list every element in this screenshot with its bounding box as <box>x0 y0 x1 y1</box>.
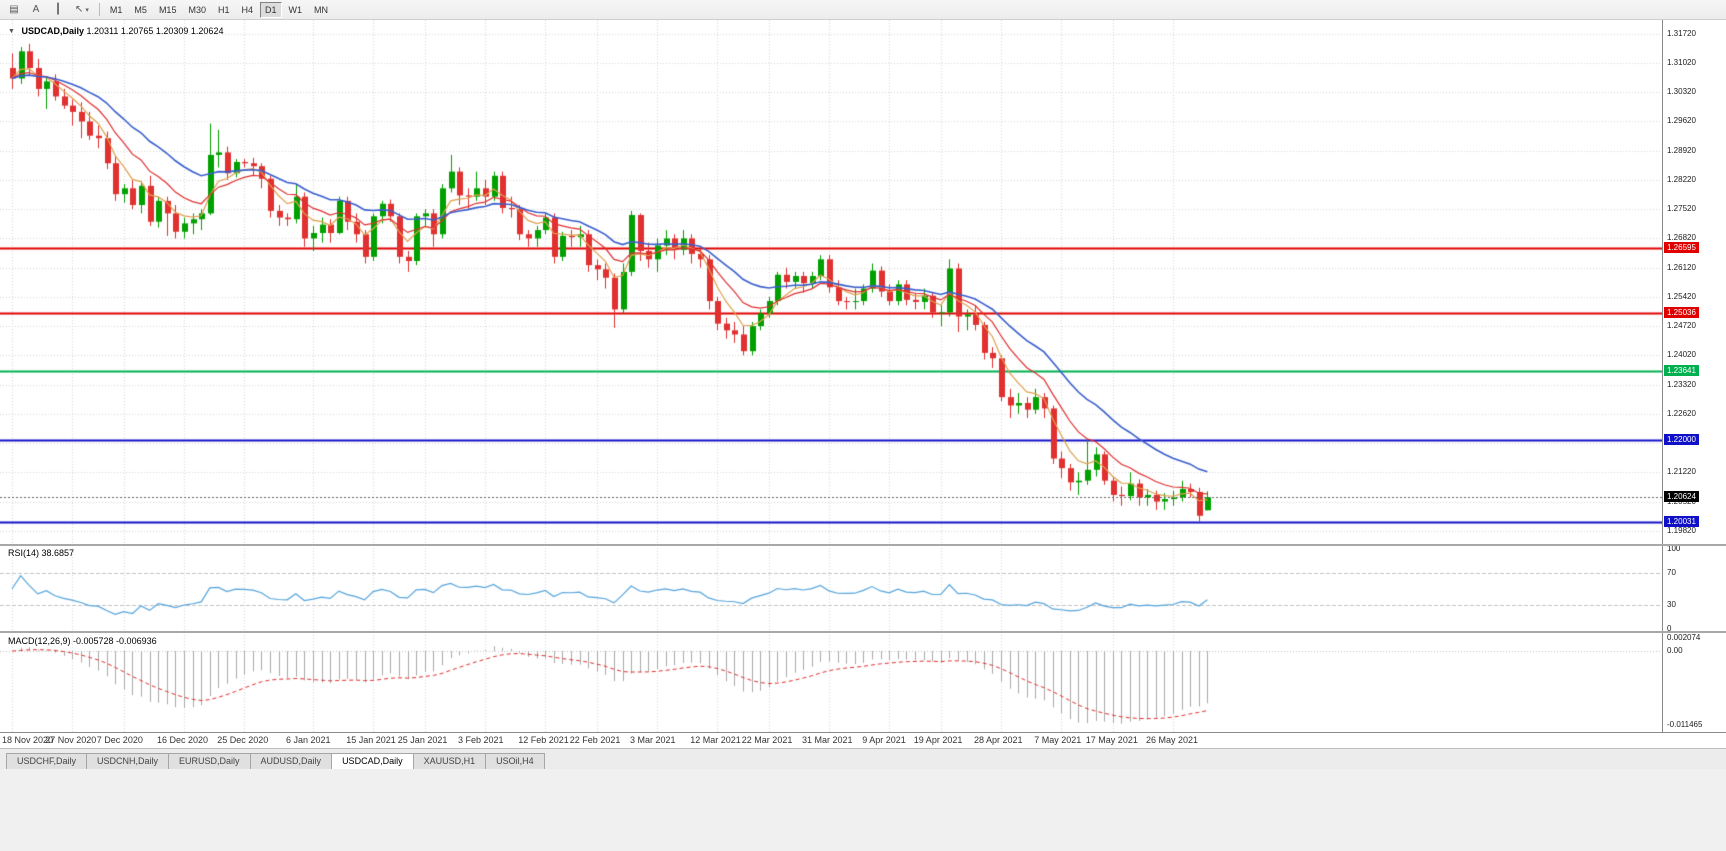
price-tick-label: 1.29620 <box>1667 116 1696 126</box>
timeframe-h1[interactable]: H1 <box>217 4 230 15</box>
tab-usdcad-daily[interactable]: USDCAD,Daily <box>331 753 414 769</box>
tab-audusd-daily[interactable]: AUDUSD,Daily <box>249 753 333 769</box>
price-tick-label: 1.25420 <box>1667 291 1696 301</box>
price-tick-label: 1.26820 <box>1667 233 1696 243</box>
vertical-line-tool-icon[interactable]: ┃ <box>54 4 62 15</box>
tab-xauusd-h1[interactable]: XAUUSD,H1 <box>412 753 487 769</box>
macd-indicator-label: MACD(12,26,9) -0.005728 -0.006936 <box>8 636 157 646</box>
x-axis-label: 31 Mar 2021 <box>802 735 853 745</box>
x-axis-label: 27 Nov 2020 <box>45 735 97 745</box>
macd-panel-separator[interactable] <box>0 631 1726 633</box>
price-line-badge: 1.25036 <box>1664 306 1699 318</box>
chart-canvas[interactable] <box>0 20 1662 732</box>
x-axis-label: 12 Mar 2021 <box>690 735 741 745</box>
x-axis-label: 26 May 2021 <box>1146 735 1199 745</box>
price-tick-label: 1.27520 <box>1667 204 1696 214</box>
timeframe-d1[interactable]: D1 <box>260 1 282 18</box>
price-tick-label: 1.28220 <box>1667 174 1696 184</box>
price-line-badge: 1.26595 <box>1664 241 1699 253</box>
price-tick-label: 1.24720 <box>1667 321 1696 331</box>
price-line-badge: 1.20031 <box>1664 515 1699 527</box>
x-axis-label: 17 May 2021 <box>1085 735 1138 745</box>
chart-list-icon[interactable]: ▤ <box>9 4 19 15</box>
price-line-badge: 1.22000 <box>1664 433 1699 445</box>
x-axis-label: 19 Apr 2021 <box>913 735 963 745</box>
macd-tick-label: 0.002074 <box>1667 632 1701 642</box>
rsi-tick-label: 0 <box>1667 624 1672 633</box>
rsi-indicator-label: RSI(14) 38.6857 <box>8 548 75 558</box>
timeframe-m1[interactable]: M1 <box>109 4 123 15</box>
price-tick-label: 1.26120 <box>1667 262 1696 272</box>
x-axis-label: 18 Nov 2020 <box>2 735 54 745</box>
tab-usdcnh-daily[interactable]: USDCNH,Daily <box>86 753 170 769</box>
x-axis-label: 7 Dec 2020 <box>96 735 143 745</box>
price-tick-label: 1.28920 <box>1667 145 1696 155</box>
x-axis-label: 25 Dec 2020 <box>217 735 269 745</box>
tab-usoil-h4[interactable]: USOil,H4 <box>485 753 545 769</box>
timeframe-m5[interactable]: M5 <box>134 4 147 15</box>
price-tick-label: 1.31020 <box>1667 58 1696 68</box>
price-tick-label: 1.21220 <box>1667 467 1696 477</box>
ohlc-values: 1.20311 1.20765 1.20309 1.20624 <box>86 26 224 36</box>
price-tick-label: 1.23320 <box>1667 379 1696 389</box>
x-axis-label: 28 Apr 2021 <box>974 735 1023 745</box>
timeframe-w1[interactable]: W1 <box>288 4 303 15</box>
time-axis[interactable]: 18 Nov 2020 27 Nov 2020 7 Dec 2020 16 Dec 2… <box>0 732 1726 748</box>
annotation-text-icon[interactable]: A <box>32 4 40 15</box>
current-price-badge: 1.20624 <box>1664 491 1699 503</box>
x-axis-label: 6 Jan 2021 <box>286 735 331 745</box>
x-axis-label: 15 Jan 2021 <box>346 735 396 745</box>
symbol-title: USDCAD,Daily <box>21 26 84 36</box>
timeframe-h4[interactable]: H4 <box>241 4 253 15</box>
price-tick-label: 1.22620 <box>1667 408 1696 418</box>
chart-tabs-bar: USDCHF,Daily USDCNH,Daily EURUSD,Daily AUDU… <box>0 748 1726 769</box>
x-axis-label: 22 Feb 2021 <box>569 735 621 745</box>
price-tick-label: 1.31720 <box>1667 28 1696 38</box>
x-axis-label: 9 Apr 2021 <box>862 735 906 745</box>
dropdown-caret-icon: ▾ <box>85 6 89 14</box>
main-chart-title: ▼ USDCAD,Daily 1.20311 1.20765 1.20309 1… <box>8 26 223 36</box>
timeframe-m15[interactable]: M15 <box>158 4 177 15</box>
macd-tick-label: -0.011465 <box>1667 720 1703 730</box>
cursor-tool-icon[interactable]: ↖ ▾ <box>75 4 89 15</box>
timeframe-m30[interactable]: M30 <box>188 4 206 15</box>
timeframe-mn[interactable]: MN <box>314 4 329 15</box>
price-tick-label: 1.30320 <box>1667 87 1696 97</box>
price-axis[interactable]: 1.31720 1.31020 1.30320 1.29620 1.28920 1.282… <box>1662 20 1726 732</box>
rsi-tick-label: 100 <box>1667 544 1681 553</box>
x-axis-label: 25 Jan 2021 <box>397 735 448 745</box>
tab-usdchf-daily[interactable]: USDCHF,Daily <box>6 753 88 769</box>
chart-objects-collapse-icon[interactable]: ▼ <box>8 28 15 35</box>
toolbar-separator <box>98 3 100 16</box>
x-axis-label: 16 Dec 2020 <box>157 735 209 745</box>
price-tick-label: 1.19820 <box>1667 525 1696 535</box>
x-axis-label: 7 May 2021 <box>1034 735 1082 745</box>
price-line-badge: 1.23641 <box>1664 365 1699 377</box>
x-axis-label: 3 Feb 2021 <box>458 735 504 745</box>
x-axis-label: 12 Feb 2021 <box>518 735 569 745</box>
rsi-panel-separator[interactable] <box>0 544 1726 546</box>
rsi-tick-label: 30 <box>1667 600 1676 609</box>
price-tick-label: 1.24020 <box>1667 350 1696 360</box>
x-axis-label: 22 Mar 2021 <box>741 735 793 745</box>
x-axis-label: 3 Mar 2021 <box>630 735 676 745</box>
top-toolbar: ▤ A ┃ ↖ ▾ M1 M5 M15 M30 H1 H4 D1 W1 MN <box>0 0 1726 20</box>
rsi-tick-label: 70 <box>1667 568 1676 577</box>
tab-eurusd-daily[interactable]: EURUSD,Daily <box>168 753 251 769</box>
macd-tick-label: 0.00 <box>1667 646 1683 656</box>
